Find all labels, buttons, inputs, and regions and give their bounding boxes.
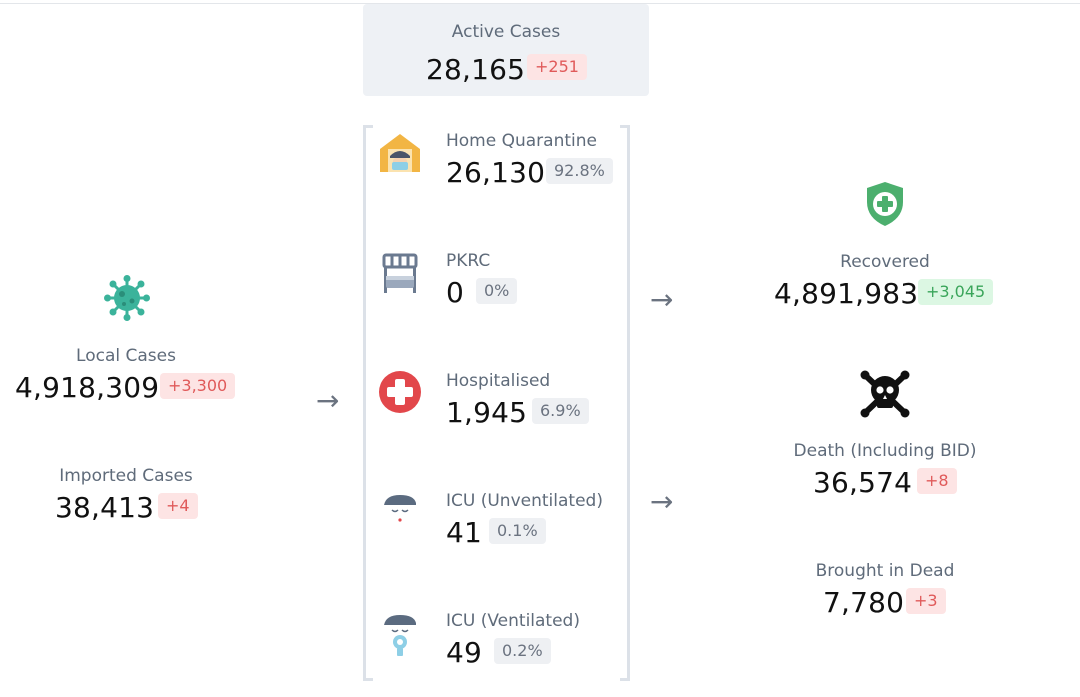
local-cases-label: Local Cases (76, 346, 176, 366)
breakdown-label-icu-ventilated: ICU (Ventilated) (446, 611, 580, 631)
active-cases-card: Active Cases 28,165 +251 (363, 4, 649, 96)
recovered-value: 4,891,983 (774, 277, 919, 310)
breakdown-value-icu-ventilated: 49 (446, 636, 483, 669)
arrow-right-icon: → (650, 283, 674, 316)
breakdown-percent-pkrc: 0% (476, 278, 518, 305)
breakdown-bracket-right (620, 125, 630, 681)
local-cases-change-badge: +3,300 (160, 373, 236, 400)
bid-value: 7,780 (823, 586, 905, 619)
hospital-cross-icon (379, 371, 421, 413)
death-value: 36,574 (813, 466, 913, 499)
death-label: Death (Including BID) (793, 441, 977, 461)
bid-change-badge: +3 (906, 588, 946, 615)
icu-patient-icon (384, 495, 416, 523)
breakdown-percent-icu-ventilated: 0.2% (494, 638, 551, 665)
active-cases-change-badge: +251 (527, 54, 587, 81)
death-change-badge: +8 (917, 468, 957, 495)
breakdown-bracket-left (363, 125, 373, 681)
arrow-right-icon: → (316, 384, 340, 417)
imported-cases-label: Imported Cases (59, 466, 193, 486)
breakdown-percent-icu-unventilated: 0.1% (489, 518, 546, 545)
recovered-label: Recovered (840, 252, 930, 272)
breakdown-label-icu-unventilated: ICU (Unventilated) (446, 491, 603, 511)
bid-label: Brought in Dead (815, 561, 955, 581)
breakdown-value-icu-unventilated: 41 (446, 516, 483, 549)
breakdown-percent-home-quarantine: 92.8% (546, 158, 613, 185)
arrow-right-icon: → (650, 485, 674, 518)
breakdown-value-home-quarantine: 26,130 (446, 156, 546, 189)
active-cases-label: Active Cases (451, 22, 561, 42)
ventilator-patient-icon (384, 615, 416, 656)
recovered-change-badge: +3,045 (918, 279, 994, 306)
top-divider (0, 3, 1080, 4)
shield-plus-icon (867, 182, 903, 226)
imported-cases-value: 38,413 (55, 491, 155, 524)
breakdown-label-pkrc: PKRC (446, 251, 491, 271)
breakdown-percent-hospitalised: 6.9% (532, 398, 589, 425)
breakdown-value-pkrc: 0 (446, 276, 465, 309)
skull-crossbones-icon (860, 370, 910, 418)
active-cases-value: 28,165 (426, 53, 526, 86)
virus-icon (104, 275, 150, 321)
breakdown-label-hospitalised: Hospitalised (446, 371, 551, 391)
local-cases-value: 4,918,309 (15, 371, 160, 404)
home-quarantine-icon (380, 134, 420, 172)
bed-icon (382, 253, 418, 293)
imported-cases-change-badge: +4 (158, 493, 198, 520)
breakdown-value-hospitalised: 1,945 (446, 396, 528, 429)
breakdown-label-home-quarantine: Home Quarantine (446, 131, 597, 151)
